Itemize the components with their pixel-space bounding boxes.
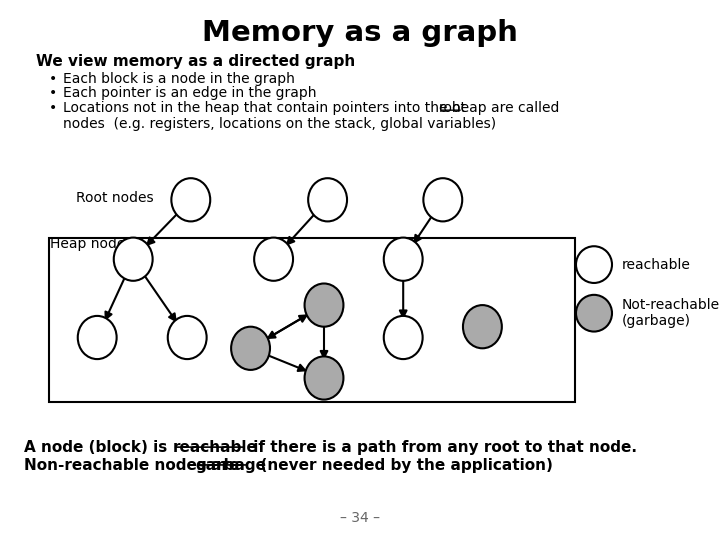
- Text: We view memory as a directed graph: We view memory as a directed graph: [36, 54, 355, 69]
- Text: Non-reachable nodes are: Non-reachable nodes are: [24, 458, 244, 473]
- Text: Not-reachable
(garbage): Not-reachable (garbage): [621, 298, 719, 328]
- Text: •: •: [49, 101, 57, 115]
- Ellipse shape: [114, 238, 153, 281]
- Text: (never needed by the application): (never needed by the application): [250, 458, 553, 473]
- Text: •: •: [49, 86, 57, 100]
- Text: Root nodes: Root nodes: [76, 191, 153, 205]
- Text: garbage: garbage: [196, 458, 267, 473]
- Text: Each block is a node in the graph: Each block is a node in the graph: [63, 72, 295, 86]
- Text: Heap nodes: Heap nodes: [50, 237, 133, 251]
- Text: reachable: reachable: [173, 440, 258, 455]
- Ellipse shape: [576, 295, 612, 332]
- Ellipse shape: [423, 178, 462, 221]
- Text: •: •: [49, 72, 57, 86]
- Text: A node (block) is: A node (block) is: [24, 440, 172, 455]
- Ellipse shape: [231, 327, 270, 370]
- Text: if there is a path from any root to that node.: if there is a path from any root to that…: [248, 440, 636, 455]
- Text: nodes  (e.g. registers, locations on the stack, global variables): nodes (e.g. registers, locations on the …: [63, 117, 497, 131]
- Ellipse shape: [463, 305, 502, 348]
- Text: – 34 –: – 34 –: [340, 511, 380, 525]
- Text: reachable: reachable: [621, 258, 690, 272]
- Ellipse shape: [305, 284, 343, 327]
- Ellipse shape: [168, 316, 207, 359]
- Ellipse shape: [78, 316, 117, 359]
- Ellipse shape: [384, 238, 423, 281]
- Text: Memory as a graph: Memory as a graph: [202, 19, 518, 47]
- Ellipse shape: [384, 316, 423, 359]
- Ellipse shape: [308, 178, 347, 221]
- Text: Locations not in the heap that contain pointers into the heap are called: Locations not in the heap that contain p…: [63, 101, 564, 115]
- Text: root: root: [439, 101, 467, 115]
- Ellipse shape: [305, 356, 343, 400]
- Ellipse shape: [171, 178, 210, 221]
- Ellipse shape: [576, 246, 612, 283]
- Text: Each pointer is an edge in the graph: Each pointer is an edge in the graph: [63, 86, 317, 100]
- Ellipse shape: [254, 238, 293, 281]
